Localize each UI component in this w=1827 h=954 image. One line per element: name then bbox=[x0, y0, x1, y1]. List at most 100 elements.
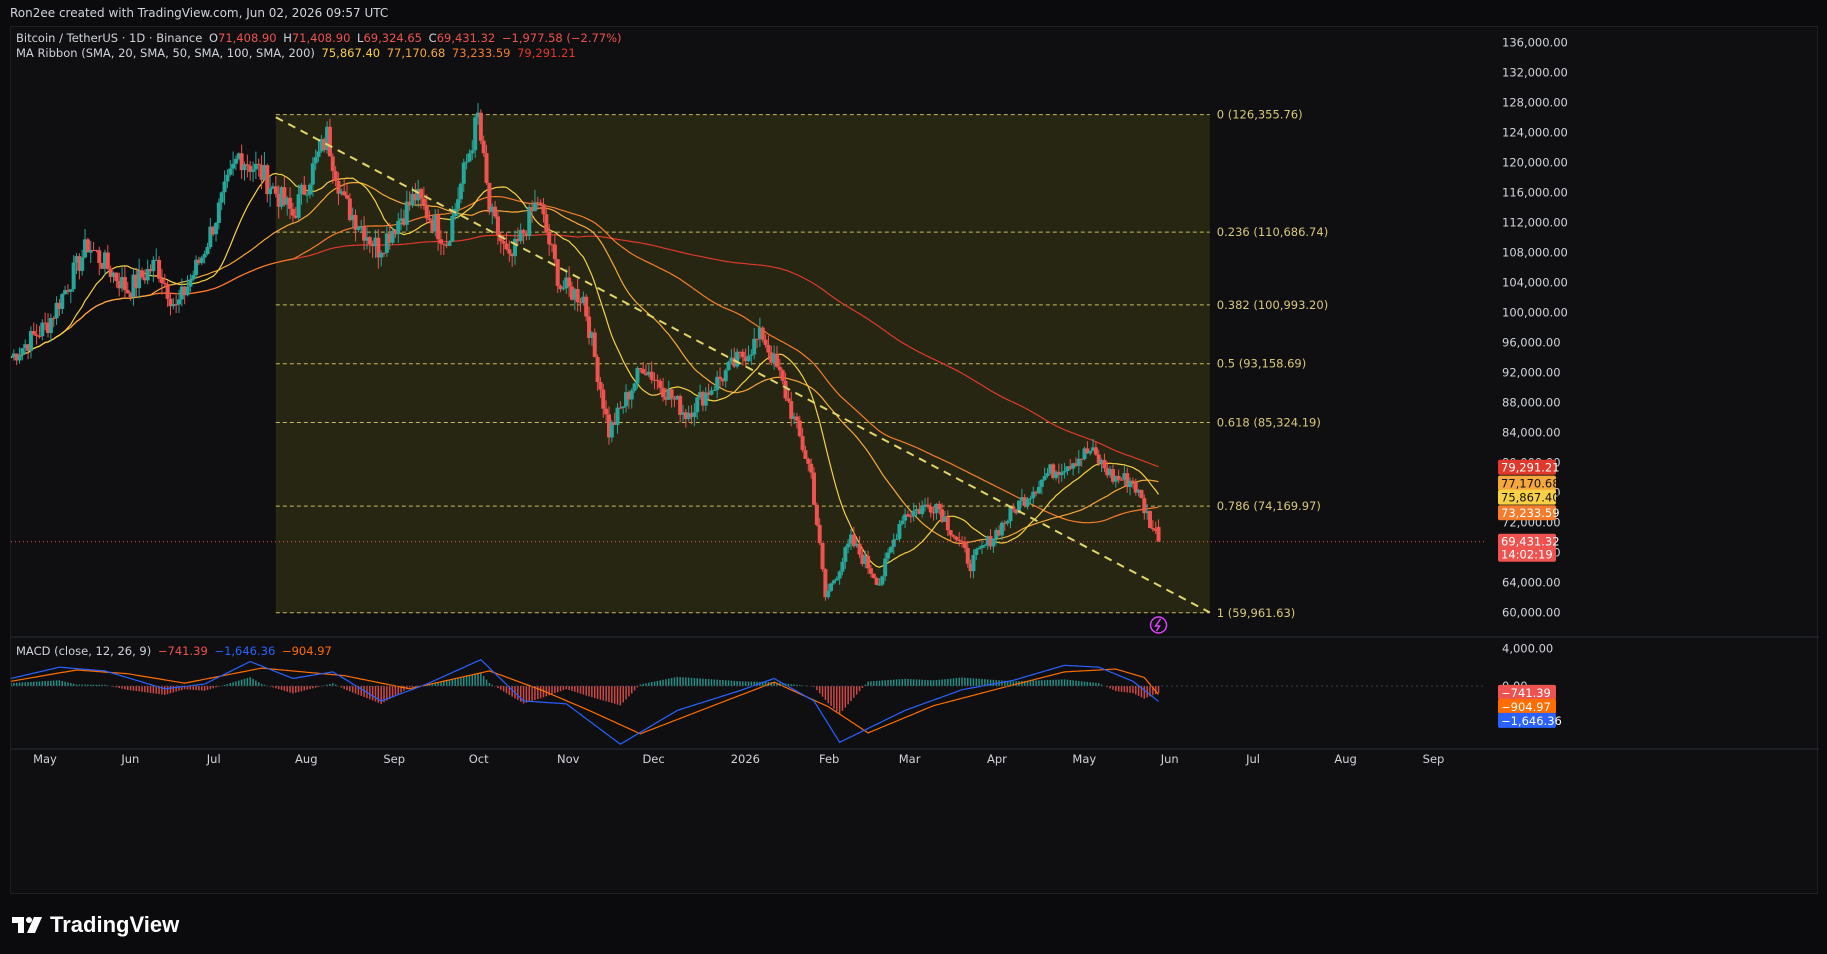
macd-histogram-value: −741.39 bbox=[157, 644, 208, 658]
price-badge bbox=[1498, 505, 1556, 521]
candle-body bbox=[248, 165, 253, 172]
candle-body bbox=[376, 237, 381, 258]
candle-body bbox=[54, 302, 59, 319]
candle-body bbox=[527, 206, 532, 236]
trendline[interactable] bbox=[11, 116, 1486, 634]
candle-body bbox=[894, 538, 899, 540]
candle-body bbox=[177, 299, 182, 305]
symbol-legend[interactable]: Bitcoin / TetherUS · 1D · Binance O71,40… bbox=[16, 31, 625, 45]
candle-body bbox=[1091, 447, 1096, 451]
candle-body bbox=[327, 126, 332, 157]
candle-body bbox=[310, 163, 315, 185]
candle-body bbox=[125, 290, 130, 294]
candle-body bbox=[387, 233, 392, 243]
candle-body bbox=[606, 414, 611, 438]
price-badge bbox=[1498, 489, 1556, 505]
candle-body bbox=[1028, 498, 1033, 500]
candle-body bbox=[1036, 486, 1041, 494]
candle-body bbox=[908, 516, 913, 518]
candle-body bbox=[100, 262, 105, 269]
candle-body bbox=[194, 259, 199, 276]
candle-body bbox=[1153, 529, 1158, 531]
candle-body bbox=[900, 520, 905, 524]
candle-body bbox=[256, 163, 261, 165]
candle-body bbox=[214, 222, 219, 235]
ma-ribbon-legend[interactable]: MA Ribbon (SMA, 20, SMA, 50, SMA, 100, S… bbox=[16, 46, 579, 60]
candle-body bbox=[997, 530, 1002, 536]
price-tick-label: 60,000.00 bbox=[1502, 605, 1561, 619]
candle-body bbox=[424, 204, 429, 219]
candle-body bbox=[977, 547, 982, 550]
candle-body bbox=[709, 390, 714, 395]
candle-body bbox=[629, 390, 634, 400]
candle-body bbox=[1011, 506, 1016, 510]
candle-body bbox=[587, 316, 592, 338]
candle-body bbox=[903, 514, 908, 521]
candle-body bbox=[618, 407, 623, 409]
candle-body bbox=[1139, 489, 1144, 499]
candle-body bbox=[1008, 506, 1013, 522]
open-label: O bbox=[208, 31, 219, 45]
fibonacci-retracement[interactable]: 0 (126,355.76) 0.236 (110,686.74) 0.382 (1… bbox=[275, 108, 1328, 620]
time-tick-label: Jun bbox=[1160, 752, 1179, 766]
candle-body bbox=[712, 389, 717, 391]
macd-title: MACD (close, 12, 26, 9) bbox=[16, 644, 152, 658]
candle-body bbox=[322, 139, 327, 151]
candle-body bbox=[46, 322, 51, 334]
candle-body bbox=[1042, 476, 1047, 480]
candle-body bbox=[316, 151, 321, 157]
candle-body bbox=[333, 171, 338, 182]
price-chart[interactable]: 0 (126,355.76) 0.236 (110,686.74) 0.382 (1… bbox=[11, 27, 1819, 895]
price-badge bbox=[1498, 684, 1556, 700]
macd-line-value: −1,646.36 bbox=[214, 644, 276, 658]
symbol-name: Bitcoin / TetherUS · 1D · Binance bbox=[16, 31, 203, 45]
candle-body bbox=[769, 352, 774, 363]
macd-pane[interactable]: 4,000.000.00 bbox=[11, 641, 1553, 745]
candle-body bbox=[168, 298, 173, 307]
candle-body bbox=[928, 506, 933, 513]
candle-body bbox=[646, 371, 651, 376]
candle-body bbox=[23, 344, 28, 349]
candle-body bbox=[735, 351, 740, 367]
candle-body bbox=[265, 165, 270, 195]
candle-body bbox=[43, 322, 48, 324]
candle-body bbox=[783, 380, 788, 399]
candle-body bbox=[379, 252, 384, 258]
candle-body bbox=[1093, 447, 1098, 455]
candle-body bbox=[88, 250, 93, 253]
candle-body bbox=[737, 351, 742, 353]
candle-body bbox=[1085, 448, 1090, 454]
candle-body bbox=[1005, 521, 1010, 524]
candle-body bbox=[1031, 491, 1036, 499]
candle-body bbox=[1002, 522, 1007, 524]
candle-body bbox=[797, 420, 802, 437]
candle-body bbox=[655, 379, 660, 381]
candle-body bbox=[1025, 499, 1030, 506]
tradingview-brand[interactable]: TradingView bbox=[12, 912, 179, 938]
candle-body bbox=[675, 395, 680, 400]
candle-body bbox=[1054, 471, 1059, 478]
candle-body bbox=[253, 163, 258, 170]
candle-body bbox=[330, 156, 335, 172]
candle-body bbox=[1017, 500, 1022, 514]
time-axis[interactable]: May Jun Jul Aug Sep Oct Nov Dec 2026 Feb Mar Apr May… bbox=[33, 752, 1444, 766]
candle-body bbox=[290, 208, 295, 216]
candle-body bbox=[325, 126, 330, 151]
candle-body bbox=[883, 558, 888, 577]
candle-body bbox=[729, 357, 734, 362]
price-tick-label: 116,000.00 bbox=[1502, 185, 1568, 199]
fib-level-label: 0.382 (100,993.20) bbox=[1217, 298, 1328, 312]
candle-body bbox=[111, 272, 116, 277]
candle-body bbox=[481, 140, 486, 154]
macd-legend[interactable]: MACD (close, 12, 26, 9) −741.39 −1,646.3… bbox=[16, 644, 335, 658]
candle-body bbox=[91, 250, 96, 252]
candle-body bbox=[880, 576, 885, 585]
candle-body bbox=[530, 206, 535, 212]
candle-body bbox=[569, 286, 574, 300]
candle-body bbox=[803, 450, 808, 459]
price-tick-label: 92,000.00 bbox=[1502, 365, 1561, 379]
candle-body bbox=[1065, 466, 1070, 472]
candle-body bbox=[475, 112, 480, 118]
candle-body bbox=[60, 294, 65, 309]
